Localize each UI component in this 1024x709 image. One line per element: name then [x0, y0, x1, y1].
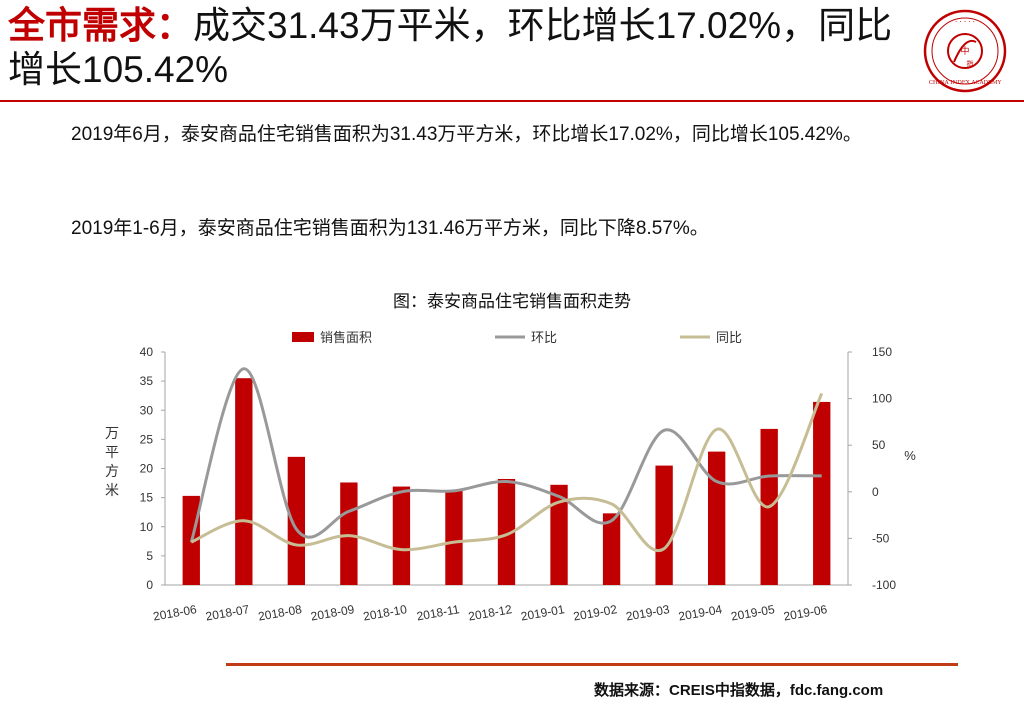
left-axis-label-char: 方 [105, 463, 119, 479]
right-tick-label: 0 [872, 485, 879, 499]
title-headline: 成交31.43万平米，环比增长17.02%，同比增长105.42% [8, 5, 893, 90]
left-tick-label: 5 [146, 549, 153, 563]
left-tick-label: 20 [140, 462, 154, 476]
svg-text:CHINA INDEX ACADEMY: CHINA INDEX ACADEMY [929, 80, 1002, 86]
x-tick-label: 2019-03 [625, 602, 671, 623]
x-tick-label: 2018-09 [310, 602, 356, 623]
china-index-academy-logo-icon: 中 指 · · · · · CHINA INDEX ACADEMY [923, 9, 1007, 93]
left-tick-label: 30 [140, 403, 154, 417]
x-tick-label: 2019-06 [782, 602, 828, 623]
legend-label: 销售面积 [320, 330, 372, 345]
bar-sales-area [287, 456, 306, 585]
x-tick-label: 2018-11 [416, 602, 461, 623]
right-tick-label: 100 [872, 392, 892, 406]
left-tick-label: 15 [140, 491, 154, 505]
left-axis-label-char: 平 [105, 444, 119, 460]
right-tick-label: 150 [872, 345, 892, 359]
bar-sales-area [392, 486, 411, 585]
bar-sales-area [550, 484, 568, 585]
line-yoy-series [190, 392, 824, 553]
line-mom-series [189, 367, 822, 543]
x-tick-label: 2018-08 [257, 602, 303, 623]
bar-sales-area [813, 401, 831, 585]
legend-label: 同比 [716, 330, 742, 345]
left-tick-label: 25 [140, 432, 154, 446]
bar-sales-area [497, 478, 516, 585]
left-axis-label-char: 万 [105, 425, 119, 441]
body-paragraph-2: 2019年1-6月，泰安商品住宅销售面积为131.46万平方米，同比下降8.57… [71, 218, 709, 239]
bar-sales-area [235, 378, 253, 585]
right-tick-label: -50 [872, 531, 890, 545]
legend-swatch-bar [292, 332, 314, 342]
bar-sales-area [655, 465, 673, 585]
svg-text:指: 指 [967, 59, 974, 68]
bar-sales-area [707, 451, 726, 585]
x-tick-label: 2019-02 [572, 602, 618, 623]
left-axis-label-char: 米 [105, 482, 119, 498]
title-divider [0, 100, 1024, 102]
x-tick-label: 2019-04 [677, 602, 723, 623]
svg-text:· · · · ·: · · · · · [955, 18, 975, 26]
bar-sales-area [340, 482, 358, 585]
bar-sales-area [602, 513, 621, 585]
title-keyword: 全市需求： [8, 5, 193, 46]
x-tick-label: 2018-07 [205, 602, 251, 623]
left-tick-label: 10 [140, 520, 154, 534]
right-tick-label: 50 [872, 438, 886, 452]
left-tick-label: 0 [146, 578, 153, 592]
right-tick-label: -100 [872, 578, 896, 592]
body-paragraph-1: 2019年6月，泰安商品住宅销售面积为31.43万平方米，环比增长17.02%，… [71, 124, 862, 145]
page-title: 全市需求：成交31.43万平米，环比增长17.02%，同比增长105.42% [8, 4, 908, 92]
x-tick-label: 2019-01 [520, 602, 566, 623]
svg-text:中: 中 [960, 45, 969, 57]
x-tick-label: 2019-05 [730, 602, 776, 623]
source-divider [226, 663, 958, 666]
bar-sales-area [445, 490, 463, 585]
x-tick-label: 2018-06 [152, 602, 198, 623]
x-tick-label: 2018-12 [467, 602, 513, 623]
legend-label: 环比 [531, 330, 557, 345]
x-tick-label: 2018-10 [362, 602, 408, 623]
right-axis-label: % [904, 448, 916, 463]
chart-title: 图：泰安商品住宅销售面积走势 [393, 292, 631, 311]
data-source: 数据来源：CREIS中指数据，fdc.fang.com [594, 682, 884, 699]
left-tick-label: 40 [140, 345, 154, 359]
left-tick-label: 35 [140, 374, 154, 388]
